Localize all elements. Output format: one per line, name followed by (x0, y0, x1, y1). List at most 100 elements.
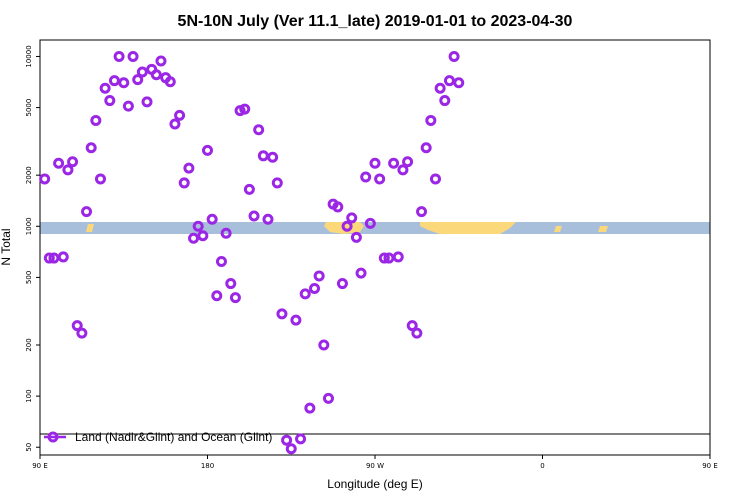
plot-frame (39, 39, 711, 456)
data-point (169, 118, 181, 130)
data-point (295, 433, 307, 445)
data-point (206, 213, 218, 225)
data-point (239, 103, 251, 115)
data-point (448, 50, 460, 62)
data-point (136, 66, 148, 78)
data-point (71, 320, 83, 332)
data-point (192, 220, 204, 232)
land-mass-islands-1 (86, 224, 94, 232)
data-point (355, 267, 367, 279)
data-point (271, 177, 283, 189)
data-point (332, 201, 344, 213)
y-axis-ticks: 50 100 200 500 1000 2000 5000 10000 (25, 45, 40, 452)
data-point (243, 183, 255, 195)
data-point (94, 173, 106, 185)
data-point (397, 164, 409, 176)
y-tick-label: 5000 (25, 99, 33, 117)
data-point (402, 156, 414, 168)
data-point (443, 75, 455, 87)
data-point (360, 171, 372, 183)
data-point (104, 95, 116, 107)
y-tick-label: 1000 (25, 217, 33, 235)
data-point (127, 50, 139, 62)
data-point (281, 434, 293, 446)
data-point (350, 231, 362, 243)
data-point (248, 210, 260, 222)
data-point (374, 173, 386, 185)
data-point (290, 314, 302, 326)
data-point (197, 230, 209, 242)
data-point (429, 173, 441, 185)
data-point (62, 164, 74, 176)
data-point (43, 252, 55, 264)
data-point (378, 252, 390, 264)
data-point (141, 96, 153, 108)
y-tick-label: 200 (25, 338, 33, 351)
data-point (341, 220, 353, 232)
y-tick-label: 500 (25, 271, 33, 284)
data-point (67, 156, 79, 168)
data-point (416, 206, 428, 218)
data-point (57, 251, 69, 263)
data-point (346, 212, 358, 224)
data-point (369, 157, 381, 169)
data-point (420, 142, 432, 154)
data-point (257, 150, 269, 162)
y-tick-label: 50 (25, 443, 33, 452)
map-strip (40, 222, 710, 234)
legend-marker (47, 431, 59, 443)
data-point (90, 114, 102, 126)
data-point (81, 206, 93, 218)
x-tick-label: 0 (540, 462, 544, 470)
chart-title: 5N-10N July (Ver 11.1_late) 2019-01-01 t… (178, 13, 573, 30)
data-point (108, 75, 120, 87)
data-point (439, 95, 451, 107)
data-point (388, 157, 400, 169)
data-point (364, 217, 376, 229)
y-tick-label: 100 (25, 389, 33, 402)
data-points (39, 50, 465, 455)
data-point (211, 290, 223, 302)
data-point (164, 76, 176, 88)
data-point (220, 227, 232, 239)
data-point (229, 292, 241, 304)
data-point (285, 443, 297, 455)
data-point (425, 114, 437, 126)
data-point (411, 327, 423, 339)
data-point (39, 173, 51, 185)
data-point (178, 177, 190, 189)
legend: Land (Nadir&Glint) and Ocean (Glint) (44, 430, 272, 444)
data-point (76, 327, 88, 339)
data-point (225, 278, 237, 290)
data-point (122, 100, 134, 112)
data-point (318, 339, 330, 351)
y-tick-label: 2000 (25, 166, 33, 184)
data-point (322, 392, 334, 404)
x-tick-label: 90 E (32, 462, 48, 470)
data-point (309, 283, 321, 295)
data-point (113, 50, 125, 62)
data-point (336, 278, 348, 290)
data-point (132, 74, 144, 86)
ocean-band (40, 222, 710, 234)
data-point (183, 162, 195, 174)
data-point (99, 82, 111, 94)
data-point (406, 320, 418, 332)
data-point (155, 55, 167, 67)
data-point (276, 308, 288, 320)
data-point (434, 82, 446, 94)
y-tick-label: 10000 (25, 45, 33, 67)
data-point (174, 109, 186, 121)
data-point (188, 232, 200, 244)
x-tick-label: 180 (201, 462, 214, 470)
data-point (118, 77, 130, 89)
data-point (304, 402, 316, 414)
data-point (453, 77, 465, 89)
land-mass-islands-3 (554, 226, 562, 232)
legend-label: Land (Nadir&Glint) and Ocean (Glint) (75, 430, 272, 444)
land-mass-islands-2 (598, 226, 608, 232)
data-point (85, 142, 97, 154)
data-point (150, 69, 162, 81)
data-point (202, 144, 213, 156)
